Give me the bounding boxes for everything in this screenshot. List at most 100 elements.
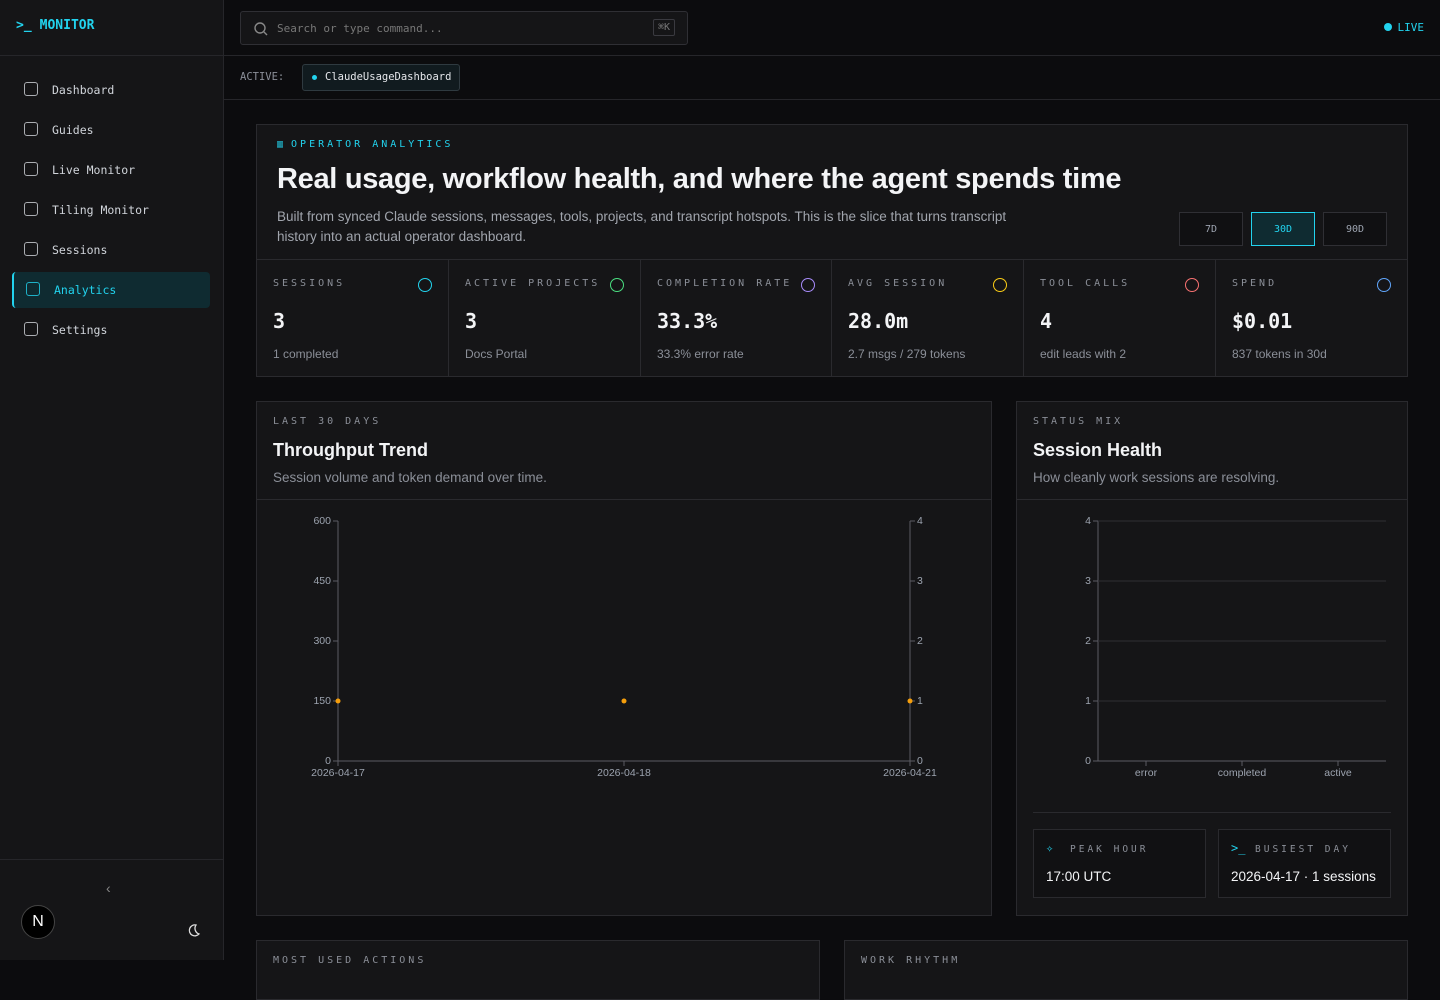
y-tick-label: 2 xyxy=(1085,635,1091,647)
shortcut: ⌘K xyxy=(652,19,675,36)
theme-toggle[interactable] xyxy=(185,922,201,938)
nav-label: Live Monitor xyxy=(52,163,136,177)
nav-label: Tiling Monitor xyxy=(52,203,149,217)
stat-value: 3 xyxy=(465,309,478,333)
topbar: Search or type command... ⌘K LIVE xyxy=(224,0,1440,56)
y-tick-label: 600 xyxy=(313,515,331,527)
stat-sub: 1 completed xyxy=(273,347,339,361)
stat-label: SESSIONS xyxy=(273,278,346,289)
y-tick-label: 300 xyxy=(313,635,331,647)
hero-eyebrow: ▥ OPERATOR ANALYTICS xyxy=(277,139,454,150)
nav-icon xyxy=(26,282,40,296)
x-tick-label: error xyxy=(1135,767,1158,779)
active-project[interactable]: ClaudeUsageDashboard xyxy=(302,64,461,91)
chart-panel: LAST 30 DAYS Throughput Trend Session volu… xyxy=(256,401,992,916)
y-tick-label: 3 xyxy=(917,575,923,587)
y-tick-label: 4 xyxy=(1085,515,1091,527)
stat-sub: edit leads with 2 xyxy=(1040,347,1127,361)
stat-value: 33.3% xyxy=(657,309,718,333)
nav-label: Dashboard xyxy=(52,83,115,97)
hero-panel: ▥ OPERATOR ANALYTICS Real usage, workflow… xyxy=(256,124,1408,377)
highlight-label: PEAK HOUR xyxy=(1070,844,1149,855)
stat-value: 28.0m xyxy=(848,309,909,333)
nav-item[interactable]: Sessions xyxy=(12,232,210,268)
nav-icon xyxy=(24,162,38,176)
y-tick-label: 1 xyxy=(917,695,923,707)
stat-label: ACTIVE PROJECTS xyxy=(465,278,601,289)
divider xyxy=(1033,812,1391,813)
stat-value: $0.01 xyxy=(1232,309,1293,333)
hero-eyebrow-text: OPERATOR ANALYTICS xyxy=(291,139,454,150)
stat-icon xyxy=(610,278,624,292)
stat-value: 3 xyxy=(273,309,286,333)
nav-item[interactable]: Settings xyxy=(12,312,210,348)
stat-value: 4 xyxy=(1040,309,1053,333)
range-button[interactable]: 7D xyxy=(1179,212,1243,246)
y-tick-label: 1 xyxy=(1085,695,1091,707)
highlight-value: 17:00 UTC xyxy=(1046,869,1112,884)
sidebar: >_ MONITOR Dashboard Guides Live Monitor Til… xyxy=(0,0,224,960)
stat-icon xyxy=(801,278,815,292)
y-tick-label: 4 xyxy=(917,515,923,527)
nav-icon xyxy=(24,82,38,96)
collapse-button[interactable]: ‹ xyxy=(106,880,111,896)
x-tick-label: active xyxy=(1324,767,1352,779)
panel-title: Throughput Trend xyxy=(273,440,428,460)
y-tick-label: 0 xyxy=(325,755,331,767)
nav-label: Settings xyxy=(52,323,108,337)
y-tick-label: 0 xyxy=(917,755,923,767)
stat-sub: 2.7 msgs / 279 tokens xyxy=(848,347,966,361)
highlight-icon: ✧ xyxy=(1046,841,1054,855)
active-project-name: ClaudeUsageDashboard xyxy=(325,71,452,83)
y-tick-label: 3 xyxy=(1085,575,1091,587)
x-tick-label: 2026-04-18 xyxy=(597,767,651,779)
stat-label: SPEND xyxy=(1232,278,1278,289)
nav-item[interactable]: Analytics xyxy=(12,272,210,308)
panel-subtitle: Session volume and token demand over tim… xyxy=(273,470,547,485)
panel-title: Session Health xyxy=(1033,440,1163,460)
search-box[interactable]: Search or type command... ⌘K xyxy=(240,11,688,45)
badge[interactable]: N xyxy=(21,905,55,939)
y-tick-label: 2 xyxy=(917,635,923,647)
y-tick-label: 150 xyxy=(313,695,331,707)
stat-sub: Docs Portal xyxy=(465,347,528,361)
data-point xyxy=(907,698,913,704)
range-button[interactable]: 90D xyxy=(1323,212,1387,246)
nav-icon xyxy=(24,202,38,216)
y-tick-label: 0 xyxy=(1085,755,1091,767)
panel-divider xyxy=(1017,499,1407,500)
live-text: LIVE xyxy=(1397,21,1425,34)
nav-item[interactable]: Guides xyxy=(12,112,210,148)
stat-sub: 837 tokens in 30d xyxy=(1232,347,1327,361)
nav-item[interactable]: Dashboard xyxy=(12,72,210,108)
hero-description: Built from synced Claude sessions, messa… xyxy=(277,209,1007,244)
brand[interactable]: >_ MONITOR xyxy=(16,18,95,33)
panel-eyebrow: STATUS MIX xyxy=(1033,416,1124,427)
nav-item[interactable]: Live Monitor xyxy=(12,152,210,188)
highlight-value: 2026-04-17 · 1 sessions xyxy=(1231,869,1376,884)
panel-eyebrow: LAST 30 DAYS xyxy=(273,416,382,427)
highlight-card: PEAK HOUR ✧ 17:00 UTC xyxy=(1033,829,1206,898)
y-tick-label: 450 xyxy=(313,575,331,587)
data-point xyxy=(335,698,341,704)
x-tick-label: 2026-04-21 xyxy=(883,767,937,779)
stat-label: AVG SESSION xyxy=(848,278,948,289)
range-button[interactable]: 30D xyxy=(1251,212,1315,246)
nav-icon xyxy=(24,242,38,256)
nav-label: Sessions xyxy=(52,243,108,257)
panel-subtitle: How cleanly work sessions are resolving. xyxy=(1033,470,1280,485)
nav-label: Guides xyxy=(52,123,94,137)
stat-sub: 33.3% error rate xyxy=(657,347,744,361)
stat-card: SESSIONS 3 1 completed xyxy=(257,259,449,376)
stat-icon xyxy=(1185,278,1199,292)
stat-card: SPEND $0.01 837 tokens in 30d xyxy=(1216,259,1408,376)
search-placeholder: Search or type command... xyxy=(277,22,443,35)
stat-label: COMPLETION RATE xyxy=(657,278,793,289)
search-icon xyxy=(254,22,268,36)
nav-item[interactable]: Tiling Monitor xyxy=(12,192,210,228)
hero-title: Real usage, workflow health, and where t… xyxy=(277,163,1122,195)
nav-icon xyxy=(24,122,38,136)
live-indicator[interactable]: LIVE xyxy=(1383,21,1425,34)
